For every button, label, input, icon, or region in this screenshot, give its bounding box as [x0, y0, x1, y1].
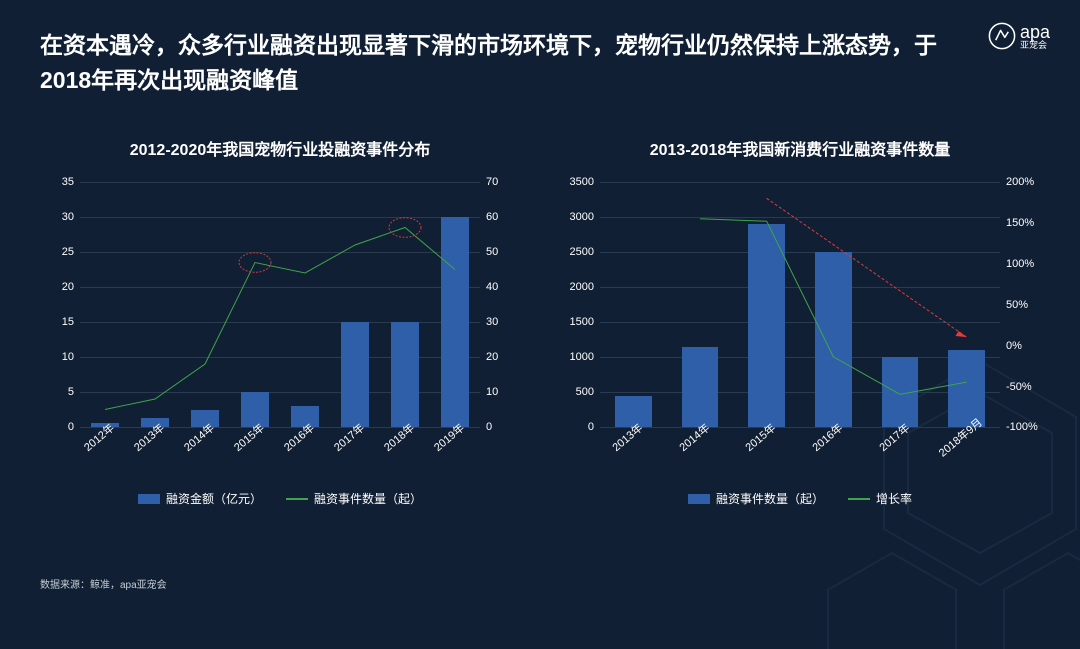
- legend-swatch-line: [286, 498, 308, 500]
- slide-header: 在资本遇冷，众多行业融资出现显著下滑的市场环境下，宠物行业仍然保持上涨态势，于2…: [40, 28, 960, 97]
- line-overlay: [600, 182, 1000, 427]
- logo-icon: [988, 22, 1016, 50]
- legend-label-line: 融资事件数量（起）: [314, 490, 422, 507]
- trend-arrow-icon: [955, 331, 966, 337]
- legend-item-bar: 融资金额（亿元）: [138, 490, 262, 507]
- right-chart-title: 2013-2018年我国新消费行业融资事件数量: [560, 140, 1040, 162]
- trend-line: [767, 199, 967, 338]
- logo-brand-text: apa: [1020, 23, 1050, 41]
- legend-label-bar: 融资金额（亿元）: [166, 490, 262, 507]
- right-chart-legend: 融资事件数量（起） 增长率: [560, 490, 1040, 507]
- legend-item-line: 融资事件数量（起）: [286, 490, 422, 507]
- line-overlay: [80, 182, 480, 427]
- legend-swatch-bar: [688, 494, 710, 504]
- y-axis-left: 3500300025002000150010005000: [560, 182, 600, 427]
- left-chart-legend: 融资金额（亿元） 融资事件数量（起）: [40, 490, 520, 507]
- plot-area: [600, 182, 1000, 427]
- legend-label-bar: 融资事件数量（起）: [716, 490, 824, 507]
- logo-sub-text: 亚宠会: [1020, 41, 1050, 50]
- legend-item-bar: 融资事件数量（起）: [688, 490, 824, 507]
- plot-area: [80, 182, 480, 427]
- brand-logo: apa 亚宠会: [988, 22, 1050, 50]
- x-axis: 2012年2013年2014年2015年2016年2017年2018年2019年: [80, 427, 480, 462]
- left-chart-title: 2012-2020年我国宠物行业投融资事件分布: [40, 140, 520, 162]
- right-chart-area: 3500300025002000150010005000 200%150%100%…: [560, 172, 1040, 482]
- charts-container: 2012-2020年我国宠物行业投融资事件分布 35302520151050 70…: [40, 140, 1040, 549]
- y-axis-right: 200%150%100%50%0%-50%-100%: [1000, 182, 1040, 427]
- legend-item-line: 增长率: [848, 490, 912, 507]
- y-axis-left: 35302520151050: [40, 182, 80, 427]
- slide-title: 在资本遇冷，众多行业融资出现显著下滑的市场环境下，宠物行业仍然保持上涨态势，于2…: [40, 28, 960, 97]
- legend-label-line: 增长率: [876, 490, 912, 507]
- legend-swatch-bar: [138, 494, 160, 504]
- legend-swatch-line: [848, 498, 870, 500]
- left-chart-panel: 2012-2020年我国宠物行业投融资事件分布 35302520151050 70…: [40, 140, 520, 549]
- x-axis: 2013年2014年2015年2016年2017年2018年9月: [600, 427, 1000, 462]
- data-source: 数据来源：鲸准，apa亚宠会: [40, 576, 167, 591]
- right-chart-panel: 2013-2018年我国新消费行业融资事件数量 3500300025002000…: [560, 140, 1040, 549]
- line-series: [105, 228, 455, 410]
- y-axis-right: 706050403020100: [480, 182, 520, 427]
- left-chart-area: 35302520151050 7060504030201002012年2013年2…: [40, 172, 520, 482]
